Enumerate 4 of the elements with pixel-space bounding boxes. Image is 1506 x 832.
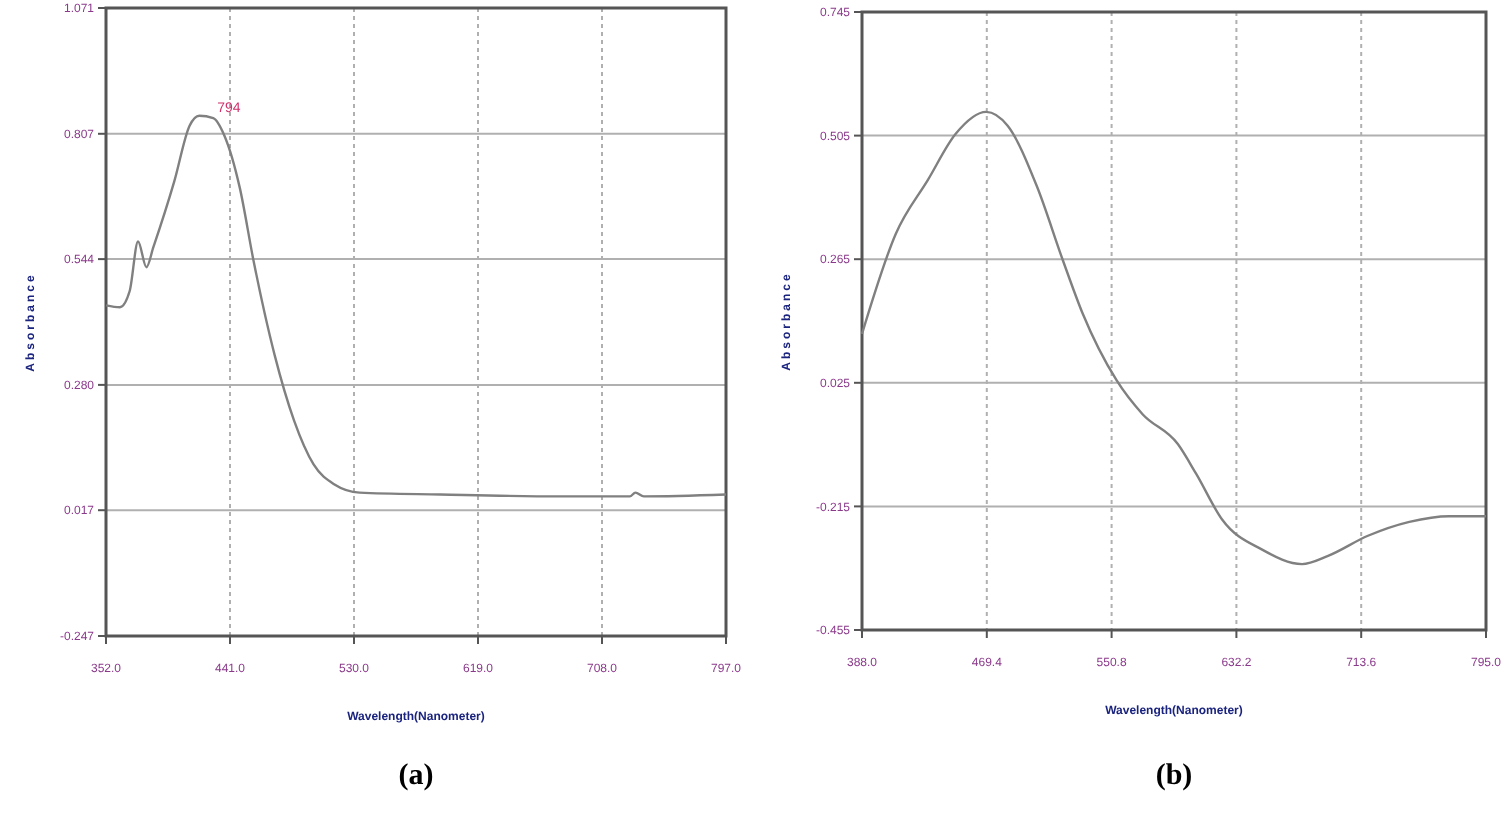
line-series <box>104 114 728 498</box>
text: (a) <box>398 760 434 792</box>
text: (b) <box>1155 760 1193 792</box>
line-series <box>860 110 1488 566</box>
